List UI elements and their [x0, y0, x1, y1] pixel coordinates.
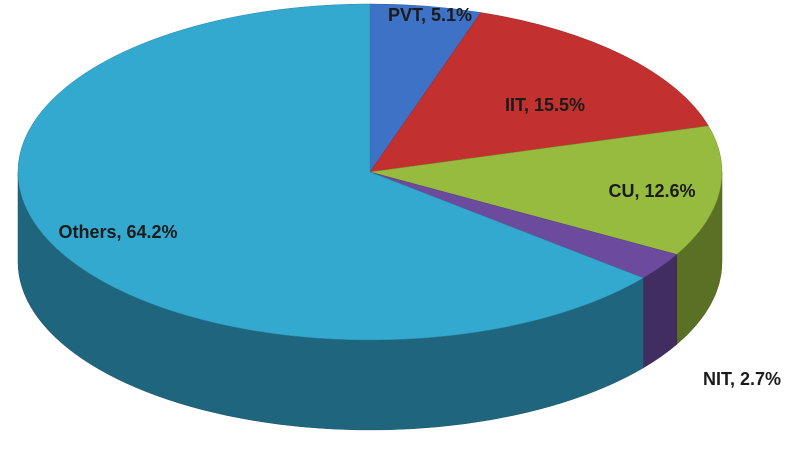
slice: [369, 125, 723, 255]
data-label: NIT, 2.7%: [703, 369, 781, 389]
data-label: PVT, 5.1%: [388, 5, 472, 25]
data-label: IIT, 15.5%: [505, 95, 585, 115]
data-label: Others, 64.2%: [58, 222, 177, 242]
data-label: CU, 12.6%: [608, 181, 695, 201]
slice: [369, 12, 709, 173]
slice: [17, 3, 644, 341]
